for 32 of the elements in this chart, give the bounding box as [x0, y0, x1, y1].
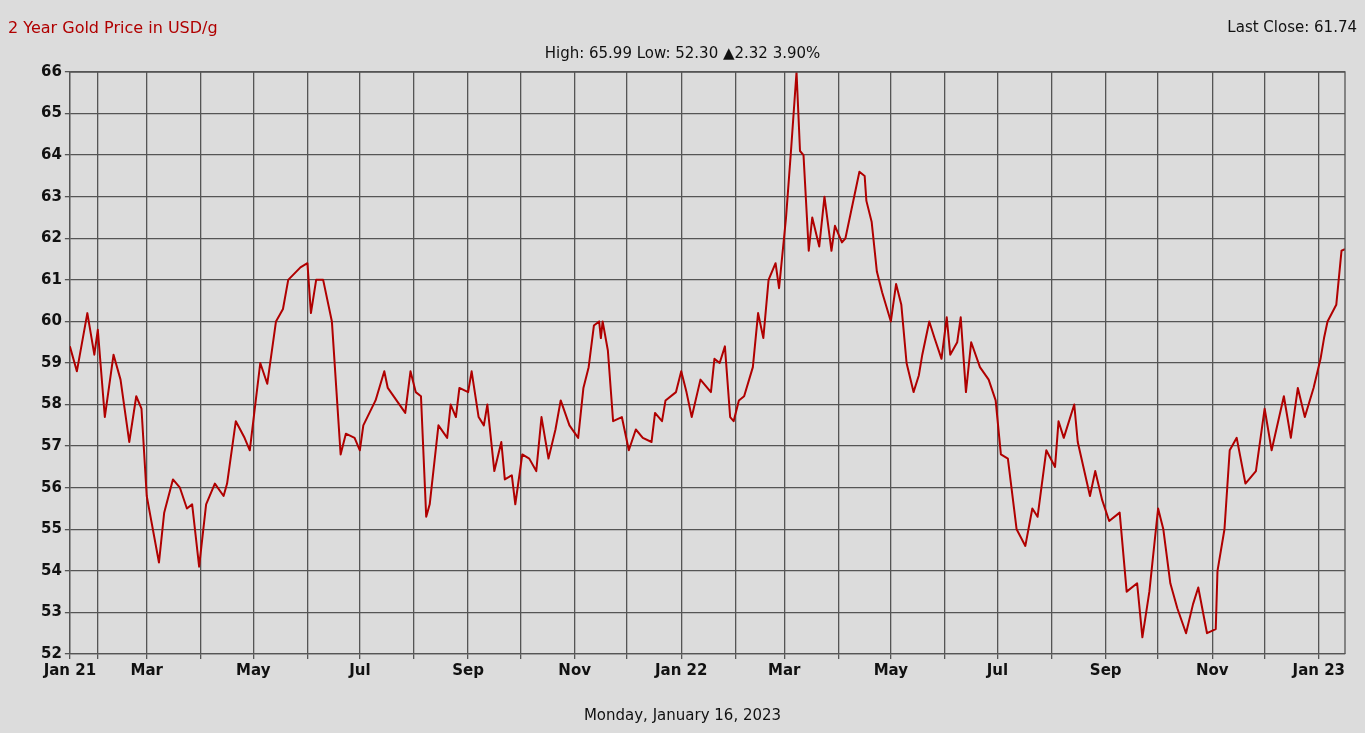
- y-tick-label: 64: [41, 145, 62, 164]
- x-tick-label: May: [873, 660, 909, 679]
- x-tick-label: Nov: [558, 660, 592, 679]
- x-tick-label: Sep: [1089, 660, 1122, 679]
- x-tick-label: Mar: [130, 660, 164, 679]
- y-tick-label: 52: [41, 643, 62, 662]
- x-tick-label: Jan 21: [42, 660, 97, 679]
- y-tick-label: 60: [41, 311, 62, 330]
- y-tick-label: 54: [41, 560, 62, 579]
- chart-title: 2 Year Gold Price in USD/g: [8, 18, 218, 37]
- y-tick-label: 65: [41, 103, 62, 122]
- y-tick-label: 61: [41, 269, 62, 288]
- text: High: 65.99 Low: 52.30 ▲2.32 3.90%: [544, 44, 821, 62]
- y-tick-label: 63: [41, 186, 62, 205]
- y-tick-label: 53: [41, 602, 62, 621]
- x-tick-label: Mar: [768, 660, 802, 679]
- x-tick-label: Jul: [985, 660, 1009, 679]
- y-tick-label: 55: [41, 519, 62, 538]
- y-tick-label: 59: [41, 352, 62, 371]
- x-tick-label: Jan 23: [1291, 660, 1346, 679]
- text: Last Close: 61.74: [1227, 18, 1357, 36]
- y-tick-label: 62: [41, 228, 62, 247]
- y-tick-label: 56: [41, 477, 62, 496]
- x-tick-label: Jan 22: [653, 660, 708, 679]
- y-tick-label: 57: [41, 436, 62, 455]
- y-tick-label: 58: [41, 394, 62, 413]
- text: Monday, January 16, 2023: [583, 706, 782, 724]
- x-tick-label: Nov: [1195, 660, 1229, 679]
- x-tick-label: Jul: [348, 660, 371, 679]
- y-tick-label: 66: [41, 61, 62, 80]
- x-tick-label: Sep: [452, 660, 485, 679]
- x-tick-label: May: [236, 660, 271, 679]
